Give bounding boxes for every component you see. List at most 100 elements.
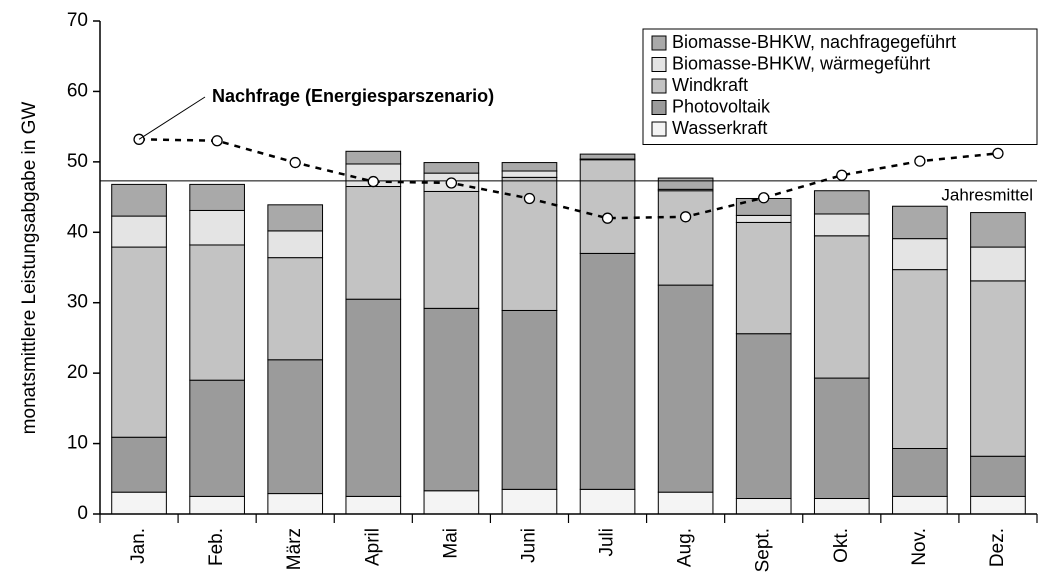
bar-segment — [892, 448, 948, 497]
bar-segment — [501, 488, 558, 515]
bar-segment — [970, 455, 1026, 497]
bar-segment — [813, 235, 870, 379]
demand-point — [601, 212, 614, 224]
bar-segment — [657, 491, 714, 515]
legend-label: Biomasse-BHKW, nachfragegeführt — [672, 32, 956, 52]
bar-segment — [892, 269, 948, 450]
bar-segment — [813, 498, 870, 515]
line-annotation: Nachfrage (Energiesparszenario) — [212, 86, 494, 106]
bar-segment — [657, 190, 714, 286]
y-tick-label: 10 — [67, 433, 88, 454]
x-tick-label: Aug. — [675, 528, 696, 567]
demand-point — [523, 192, 536, 205]
x-tick-label: Juni — [518, 528, 539, 563]
bar-segment — [189, 183, 245, 211]
x-tick-label: Juli — [597, 528, 618, 557]
bar-segment — [735, 221, 792, 335]
y-tick-label: 40 — [67, 221, 88, 242]
bar-segment — [345, 186, 402, 300]
bar-segment — [501, 170, 558, 178]
demand-point — [445, 177, 458, 189]
bar-segment — [111, 491, 167, 515]
bar-segment — [813, 190, 870, 215]
x-tick-label: April — [362, 528, 383, 566]
bar-segment — [189, 244, 245, 381]
bar-segment — [735, 498, 792, 515]
bar-segment — [345, 495, 402, 515]
y-tick-label: 30 — [67, 292, 88, 313]
legend-label: Photovoltaik — [672, 96, 771, 116]
bar-segment — [735, 333, 792, 500]
bar-segment — [267, 204, 324, 232]
bar-segment — [267, 230, 324, 259]
bar-segment — [423, 490, 480, 515]
legend-swatch — [651, 121, 667, 137]
demand-point — [992, 147, 1004, 160]
demand-point — [758, 192, 770, 204]
bar-segment — [813, 377, 870, 500]
y-tick-label: 70 — [67, 10, 88, 31]
bar-segment — [579, 153, 636, 160]
bar-segment — [423, 307, 480, 492]
bar-segment — [735, 214, 792, 223]
demand-line — [139, 138, 999, 220]
annotation-leader — [138, 96, 206, 140]
x-tick-label: Sept. — [753, 528, 774, 572]
y-tick-label: 50 — [67, 151, 88, 172]
bar-segment — [189, 379, 245, 497]
bar-segment — [970, 212, 1026, 248]
bar-segment — [267, 493, 324, 515]
bar-segment — [267, 359, 324, 495]
bar-segment — [423, 162, 480, 174]
demand-point — [679, 211, 692, 223]
reference-label: Jahresmittel — [941, 185, 1033, 204]
x-tick-label: Jan. — [128, 528, 149, 564]
bar-segment — [345, 150, 402, 165]
bar-segment — [345, 298, 402, 497]
x-tick-label: Mai — [440, 528, 461, 559]
bar-segment — [501, 162, 558, 172]
bar-segment — [189, 209, 245, 246]
y-tick-label: 20 — [67, 362, 88, 383]
bar-segment — [423, 190, 480, 309]
y-tick-label: 0 — [77, 503, 88, 524]
x-tick-label: Nov. — [909, 528, 930, 566]
bar-segment — [892, 238, 948, 271]
bar-segment — [111, 436, 167, 493]
y-tick-label: 60 — [67, 80, 88, 101]
legend-label: Wasserkraft — [672, 118, 767, 138]
bar-segment — [970, 246, 1026, 282]
legend-swatch — [651, 57, 667, 72]
legend-label: Biomasse-BHKW, wärmegeführt — [672, 53, 930, 73]
demand-point — [367, 175, 379, 188]
bar-segment — [970, 280, 1026, 457]
bar-segment — [657, 177, 714, 190]
bar-segment — [111, 215, 167, 248]
bar-segment — [189, 495, 245, 515]
bar-segment — [501, 309, 558, 490]
x-tick-label: Okt. — [831, 528, 852, 563]
bar-segment — [111, 246, 167, 438]
demand-point — [289, 156, 301, 169]
legend-swatch — [651, 100, 667, 115]
legend-swatch — [651, 35, 667, 51]
legend-label: Windkraft — [672, 75, 748, 95]
demand-point — [211, 135, 223, 147]
bar-segment — [579, 488, 636, 515]
bar-segment — [579, 252, 636, 490]
bar-segment — [892, 495, 948, 515]
bar-segment — [892, 205, 948, 240]
x-tick-label: Dez. — [987, 528, 1008, 567]
x-tick-label: Feb. — [206, 528, 227, 566]
bar-segment — [813, 213, 870, 237]
bar-segment — [111, 183, 167, 217]
legend-box — [642, 28, 1038, 145]
bar-segment — [970, 495, 1026, 515]
x-tick-label: März — [284, 528, 305, 570]
demand-point — [914, 155, 926, 167]
bar-segment — [579, 159, 636, 254]
bar-segment — [657, 284, 714, 493]
bar-segment — [267, 257, 324, 361]
y-axis-label: monatsmittlere Leistungsabgabe in GW — [19, 102, 40, 435]
